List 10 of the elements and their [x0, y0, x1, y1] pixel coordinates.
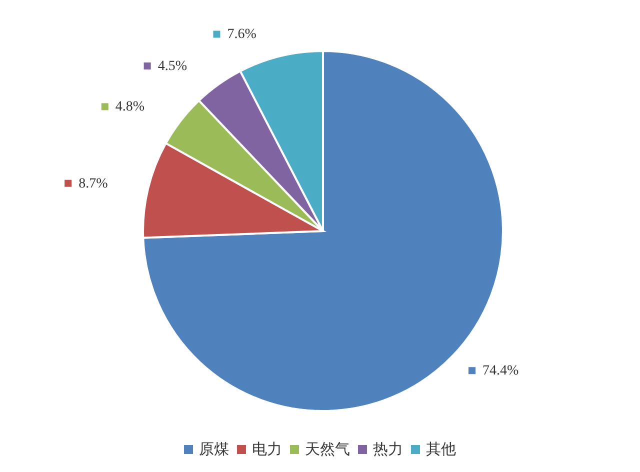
data-label: 7.6% [227, 27, 257, 42]
data-label: 4.5% [158, 58, 188, 74]
legend-label: 电力 [252, 440, 282, 459]
data-label: 4.8% [115, 100, 145, 115]
legend-label: 热力 [373, 440, 403, 459]
legend-label: 天然气 [305, 440, 350, 459]
legend-label: 其他 [426, 440, 456, 459]
data-label: 8.7% [78, 176, 108, 192]
legend-label: 原煤 [199, 440, 229, 459]
data-label: 74.4% [482, 364, 519, 379]
